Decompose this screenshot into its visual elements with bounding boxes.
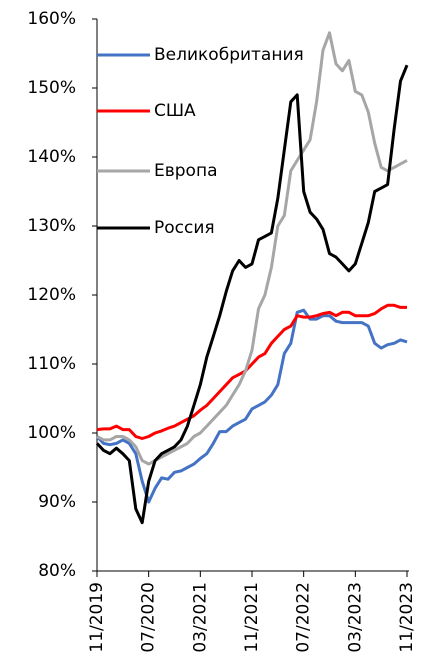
legend-label: Россия xyxy=(154,218,215,238)
legend-label: США xyxy=(154,101,196,121)
legend-label: Великобритания xyxy=(154,45,304,65)
legend-bg xyxy=(151,100,191,122)
series-line xyxy=(95,308,408,504)
y-tick-label: 130% xyxy=(27,216,76,236)
x-tick-label: 03/2021 xyxy=(190,582,210,653)
legend-bg xyxy=(151,160,221,182)
x-tick-label: 07/2020 xyxy=(139,582,159,653)
x-tick-label: 11/2023 xyxy=(397,582,417,653)
y-tick-label: 160% xyxy=(27,9,76,29)
legend-label: Европа xyxy=(154,161,217,181)
y-tick-label: 100% xyxy=(27,423,76,443)
legend-bg xyxy=(151,44,301,66)
x-tick-label: 07/2022 xyxy=(294,582,314,653)
y-tick-label: 110% xyxy=(27,354,76,374)
series-line xyxy=(96,303,407,440)
legend-bg xyxy=(151,217,221,239)
y-tick-label: 90% xyxy=(38,492,76,512)
series-line xyxy=(96,31,408,466)
y-tick-label: 120% xyxy=(27,285,76,305)
series-line xyxy=(95,64,409,525)
x-tick-label: 11/2021 xyxy=(242,582,262,653)
x-tick-label: 03/2023 xyxy=(345,582,365,653)
x-tick-label: 11/2019 xyxy=(87,582,107,653)
y-tick-label: 150% xyxy=(27,78,76,98)
y-tick-label: 140% xyxy=(27,147,76,167)
y-tick-label: 80% xyxy=(38,561,76,581)
